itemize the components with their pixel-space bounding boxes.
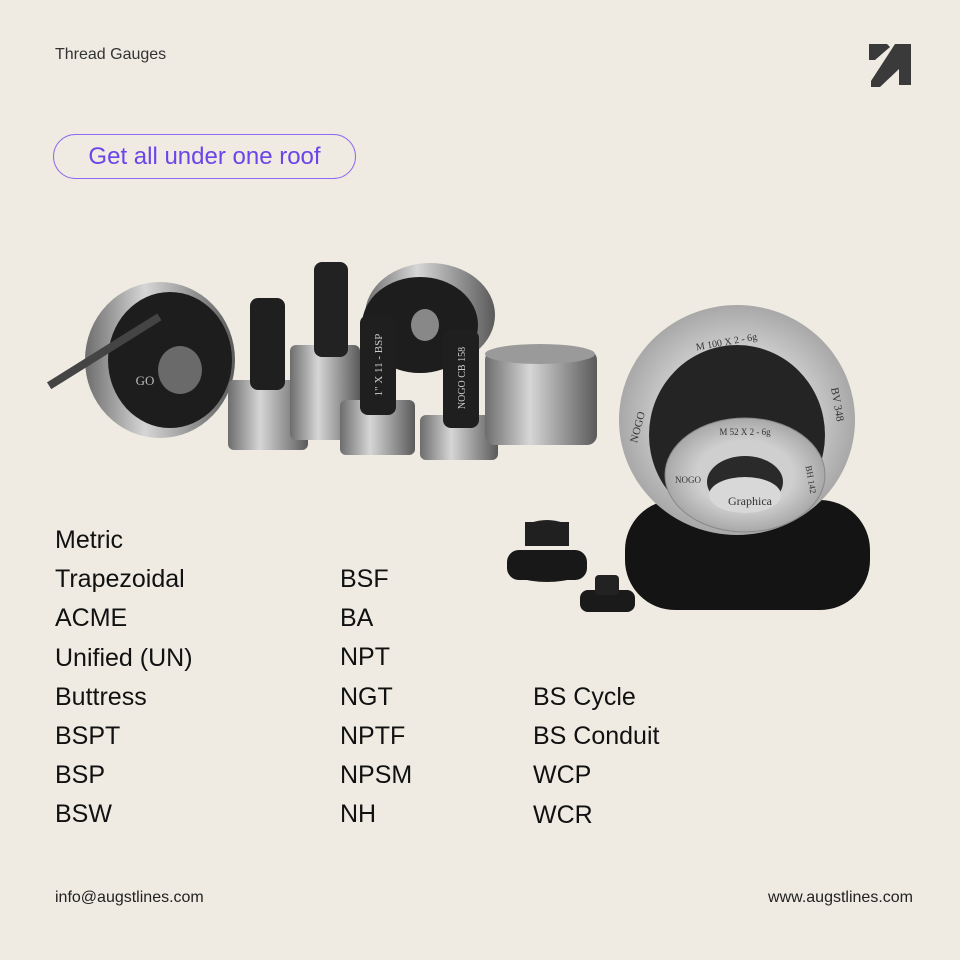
- email-link[interactable]: info@augstlines.com: [55, 889, 204, 906]
- bsp-pin-lettering: 1" X 11 - BSP: [373, 334, 385, 397]
- thread-type: BSF: [340, 565, 389, 593]
- thread-types-column-3: BS Cycle BS Conduit WCP WCR: [533, 678, 659, 835]
- page-title: Thread Gauges: [55, 46, 167, 63]
- get-all-under-one-roof-button[interactable]: Get all under one roof: [53, 134, 356, 179]
- thread-type: ACME: [55, 604, 128, 633]
- thread-type: Trapezoidal: [55, 565, 185, 594]
- website-link[interactable]: www.augstlines.com: [768, 889, 913, 906]
- bv348-lettering: BV 348: [828, 387, 846, 423]
- thread-type: BSPT: [55, 721, 121, 750]
- thread-type: Unified (UN): [55, 643, 193, 672]
- thread-type: BS Cycle: [533, 683, 636, 711]
- thread-gauges-photo: GO 1" X 11 - BSP NOGO CB 158 NOGO BV 348…: [46, 262, 870, 612]
- thread-types-column-1: Metric Trapezoidal ACME Unified (UN) But…: [55, 521, 193, 835]
- thread-type: WCP: [533, 761, 592, 790]
- thread-type: BSP: [55, 761, 106, 790]
- nogo-small-ring-lettering: NOGO: [675, 475, 701, 485]
- thread-type: BA: [340, 604, 374, 633]
- thread-types-column-2: BSF BA NPT NGT NPTF NPSM NH: [340, 560, 412, 834]
- thread-type: NGT: [340, 682, 393, 711]
- thread-type: Buttress: [55, 682, 147, 711]
- nogo-cb-pin-lettering: NOGO CB 158: [457, 347, 468, 409]
- brand-logo-icon: [869, 44, 911, 87]
- thread-type: NH: [340, 800, 377, 829]
- go-lettering: GO: [136, 373, 155, 388]
- m52-lettering: M 52 X 2 - 6g: [719, 427, 771, 437]
- thread-type: NPT: [340, 643, 390, 672]
- thread-type: WCR: [533, 800, 593, 829]
- graphica-lettering: Graphica: [728, 494, 773, 508]
- thread-type: BSW: [55, 800, 112, 829]
- thread-type: Metric: [55, 526, 124, 554]
- thread-type: NPSM: [340, 760, 413, 789]
- thread-type: NPTF: [340, 721, 406, 750]
- bh142-lettering: BH 142: [804, 465, 819, 495]
- thread-type: BS Conduit: [533, 722, 660, 751]
